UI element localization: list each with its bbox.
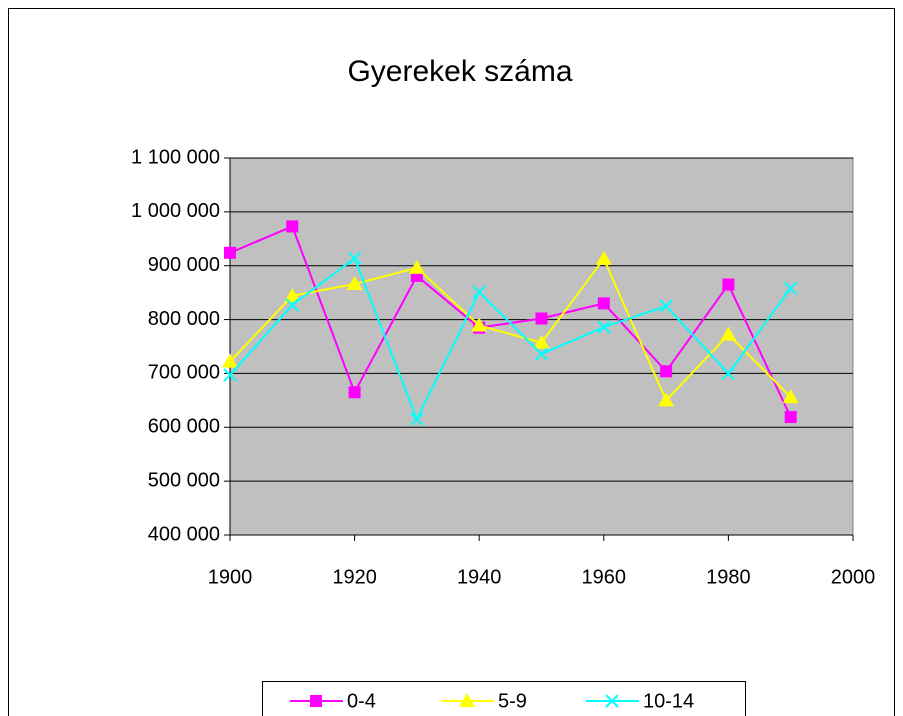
data-point [285, 298, 300, 312]
data-point [720, 326, 737, 341]
data-point [782, 389, 799, 404]
data-point [721, 366, 736, 381]
data-point [783, 281, 798, 296]
y-tick-label: 600 000 [148, 416, 220, 438]
x-tick-label: 1940 [457, 566, 502, 588]
x-tick-label: 1980 [706, 566, 751, 588]
legend-marker [459, 693, 475, 707]
x-tick-label: 1900 [208, 566, 253, 588]
data-point [658, 392, 675, 407]
legend-label: 0-4 [347, 690, 376, 712]
x-tick-label: 1960 [582, 566, 627, 588]
y-tick-label: 800 000 [148, 308, 220, 330]
x-tick-label: 1920 [332, 566, 377, 588]
data-point [410, 412, 424, 426]
legend-marker [310, 695, 322, 707]
data-point [472, 285, 486, 299]
chart-title: Gyerekek száma [347, 55, 572, 88]
series-line [229, 256, 792, 403]
data-point [346, 276, 363, 291]
data-point [408, 259, 425, 274]
legend-label: 10-14 [643, 690, 694, 712]
series-line [229, 256, 792, 422]
data-point [659, 299, 673, 313]
legend-marker [605, 694, 619, 708]
y-tick-label: 700 000 [148, 362, 220, 384]
legend-box [262, 681, 746, 716]
data-point [660, 365, 673, 378]
data-point [597, 320, 611, 334]
data-point [286, 220, 299, 233]
legend-label: 5-9 [498, 690, 527, 712]
x-tick-label: 2000 [831, 566, 876, 588]
y-tick-label: 400 000 [148, 523, 220, 545]
data-point [534, 347, 549, 361]
data-point [284, 287, 301, 302]
data-point [347, 251, 362, 265]
data-point [471, 317, 488, 332]
data-point [533, 334, 550, 349]
y-tick-label: 1 100 000 [131, 146, 220, 168]
data-point [535, 312, 548, 325]
y-tick-label: 1 000 000 [131, 200, 220, 222]
data-point [224, 246, 236, 259]
data-point [597, 297, 610, 310]
data-point [784, 411, 797, 424]
data-point [595, 250, 612, 265]
data-point [722, 278, 735, 291]
y-tick-label: 900 000 [148, 254, 220, 276]
data-point [223, 368, 237, 382]
data-point [222, 353, 238, 368]
data-point [348, 386, 361, 399]
y-tick-label: 500 000 [148, 469, 220, 491]
